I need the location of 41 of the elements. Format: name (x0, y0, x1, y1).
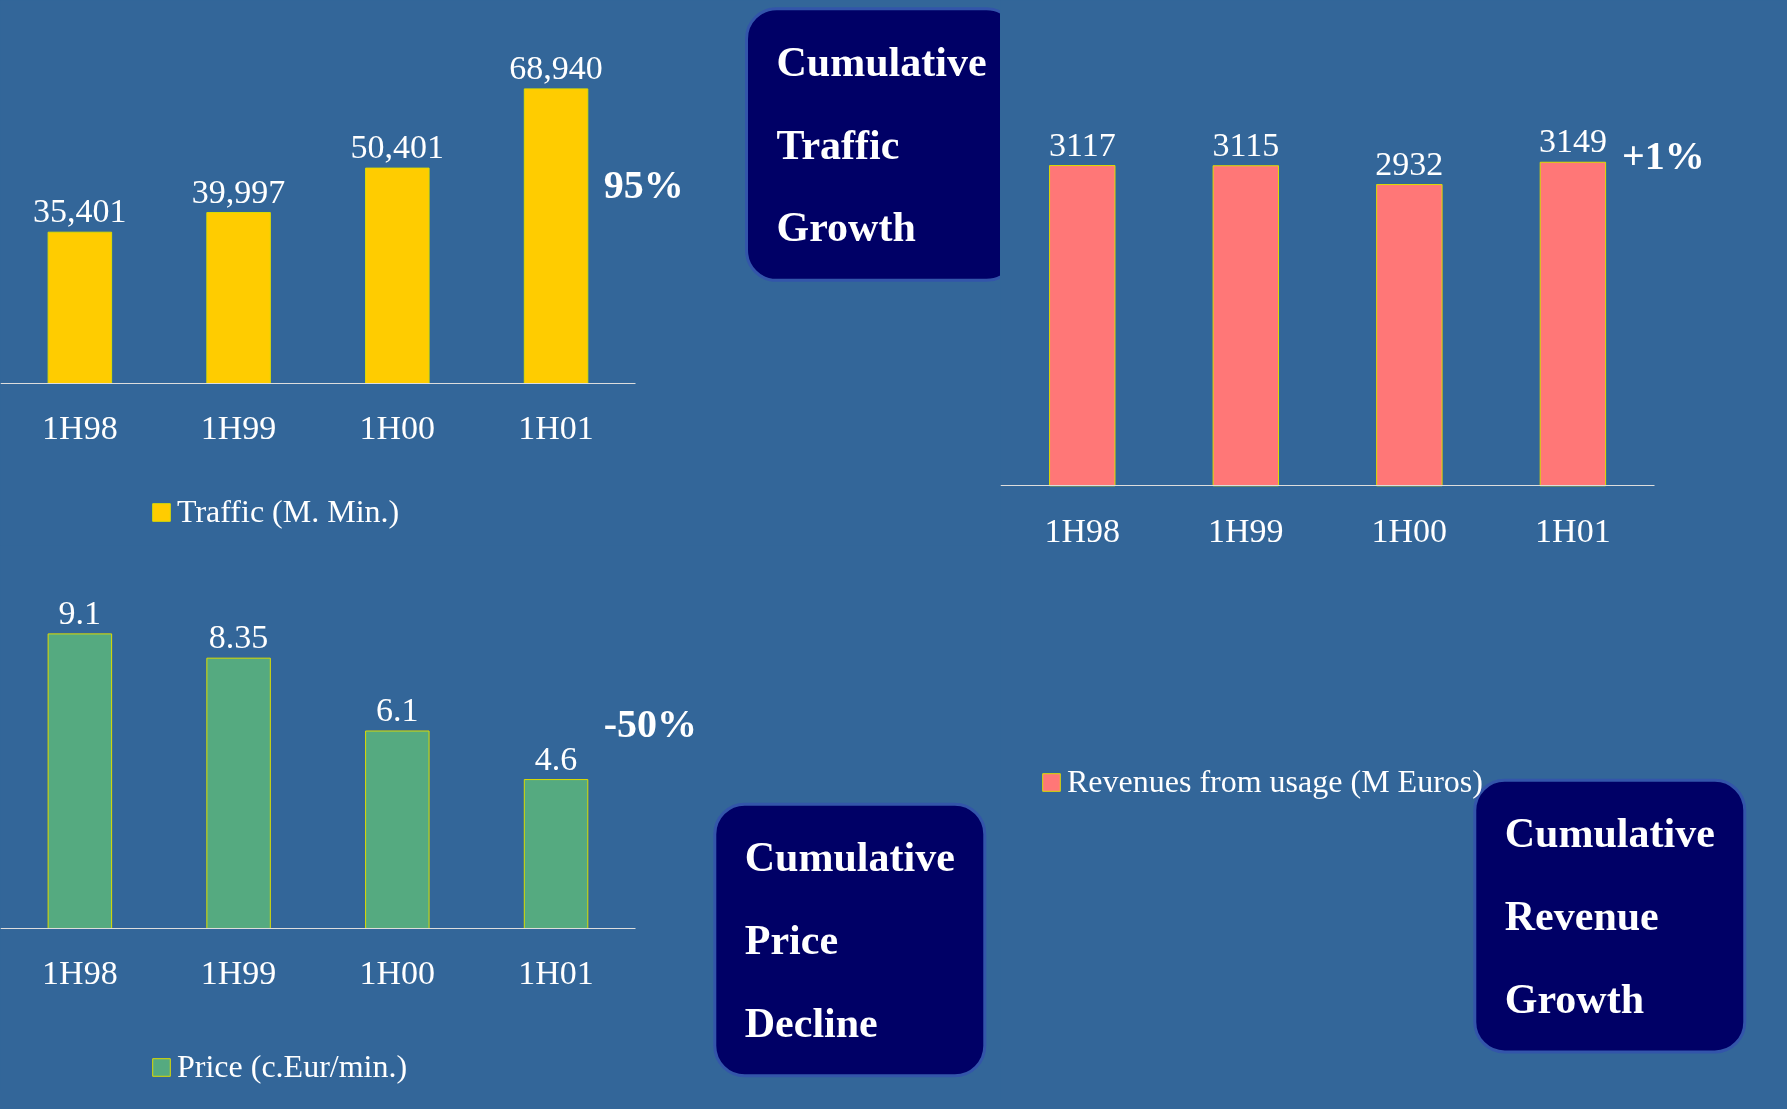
bar (206, 212, 271, 384)
bar (365, 167, 430, 384)
x-tick-label: 1H98 (42, 954, 118, 992)
bar (47, 633, 113, 929)
annotation: +1% (1621, 133, 1705, 179)
x-tick-label: 1H99 (200, 954, 277, 992)
legend-label: Revenues from usage (M Euros) (1067, 763, 1483, 800)
annotation: -50% (603, 700, 697, 746)
x-tick-label: 1H99 (1208, 511, 1284, 549)
text: Cumulative Price Decline (744, 834, 955, 1046)
bar (523, 88, 589, 384)
bar (206, 657, 271, 929)
data-label: 3117 (1048, 125, 1116, 163)
bar (365, 730, 430, 929)
x-tick-label: 1H98 (42, 409, 118, 447)
text: Cumulative Revenue Growth (1504, 810, 1715, 1022)
data-label: 35,401 (33, 192, 127, 230)
data-label: 8.35 (208, 618, 269, 656)
data-label: 9.1 (58, 593, 102, 631)
x-tick-label: 1H01 (518, 954, 594, 992)
x-tick-label: 1H00 (1371, 511, 1448, 549)
legend-label: Price (c.Eur/min.) (177, 1048, 408, 1085)
x-tick-label: 1H01 (518, 409, 594, 447)
annotation: 95% (603, 161, 684, 207)
text: Cumulative Traffic Growth (776, 38, 987, 251)
data-label: 68,940 (509, 48, 603, 86)
x-tick-label: 1H99 (200, 409, 277, 447)
data-label: 6.1 (376, 691, 419, 728)
x-tick-label: 1H00 (359, 409, 436, 447)
x-tick-label: 1H00 (359, 954, 436, 992)
x-tick-label: 1H01 (1535, 511, 1611, 549)
data-label: 2932 (1375, 144, 1444, 182)
data-label: 4.6 (534, 739, 578, 777)
bar (47, 231, 113, 384)
data-label: 50,401 (350, 128, 445, 166)
data-label: 39,997 (191, 172, 286, 210)
x-tick-label: 1H98 (1044, 511, 1121, 549)
data-label: 3149 (1538, 122, 1607, 160)
legend-label: Traffic (M. Min.) (177, 493, 400, 530)
bar (523, 779, 589, 929)
data-label: 3115 (1212, 125, 1280, 163)
